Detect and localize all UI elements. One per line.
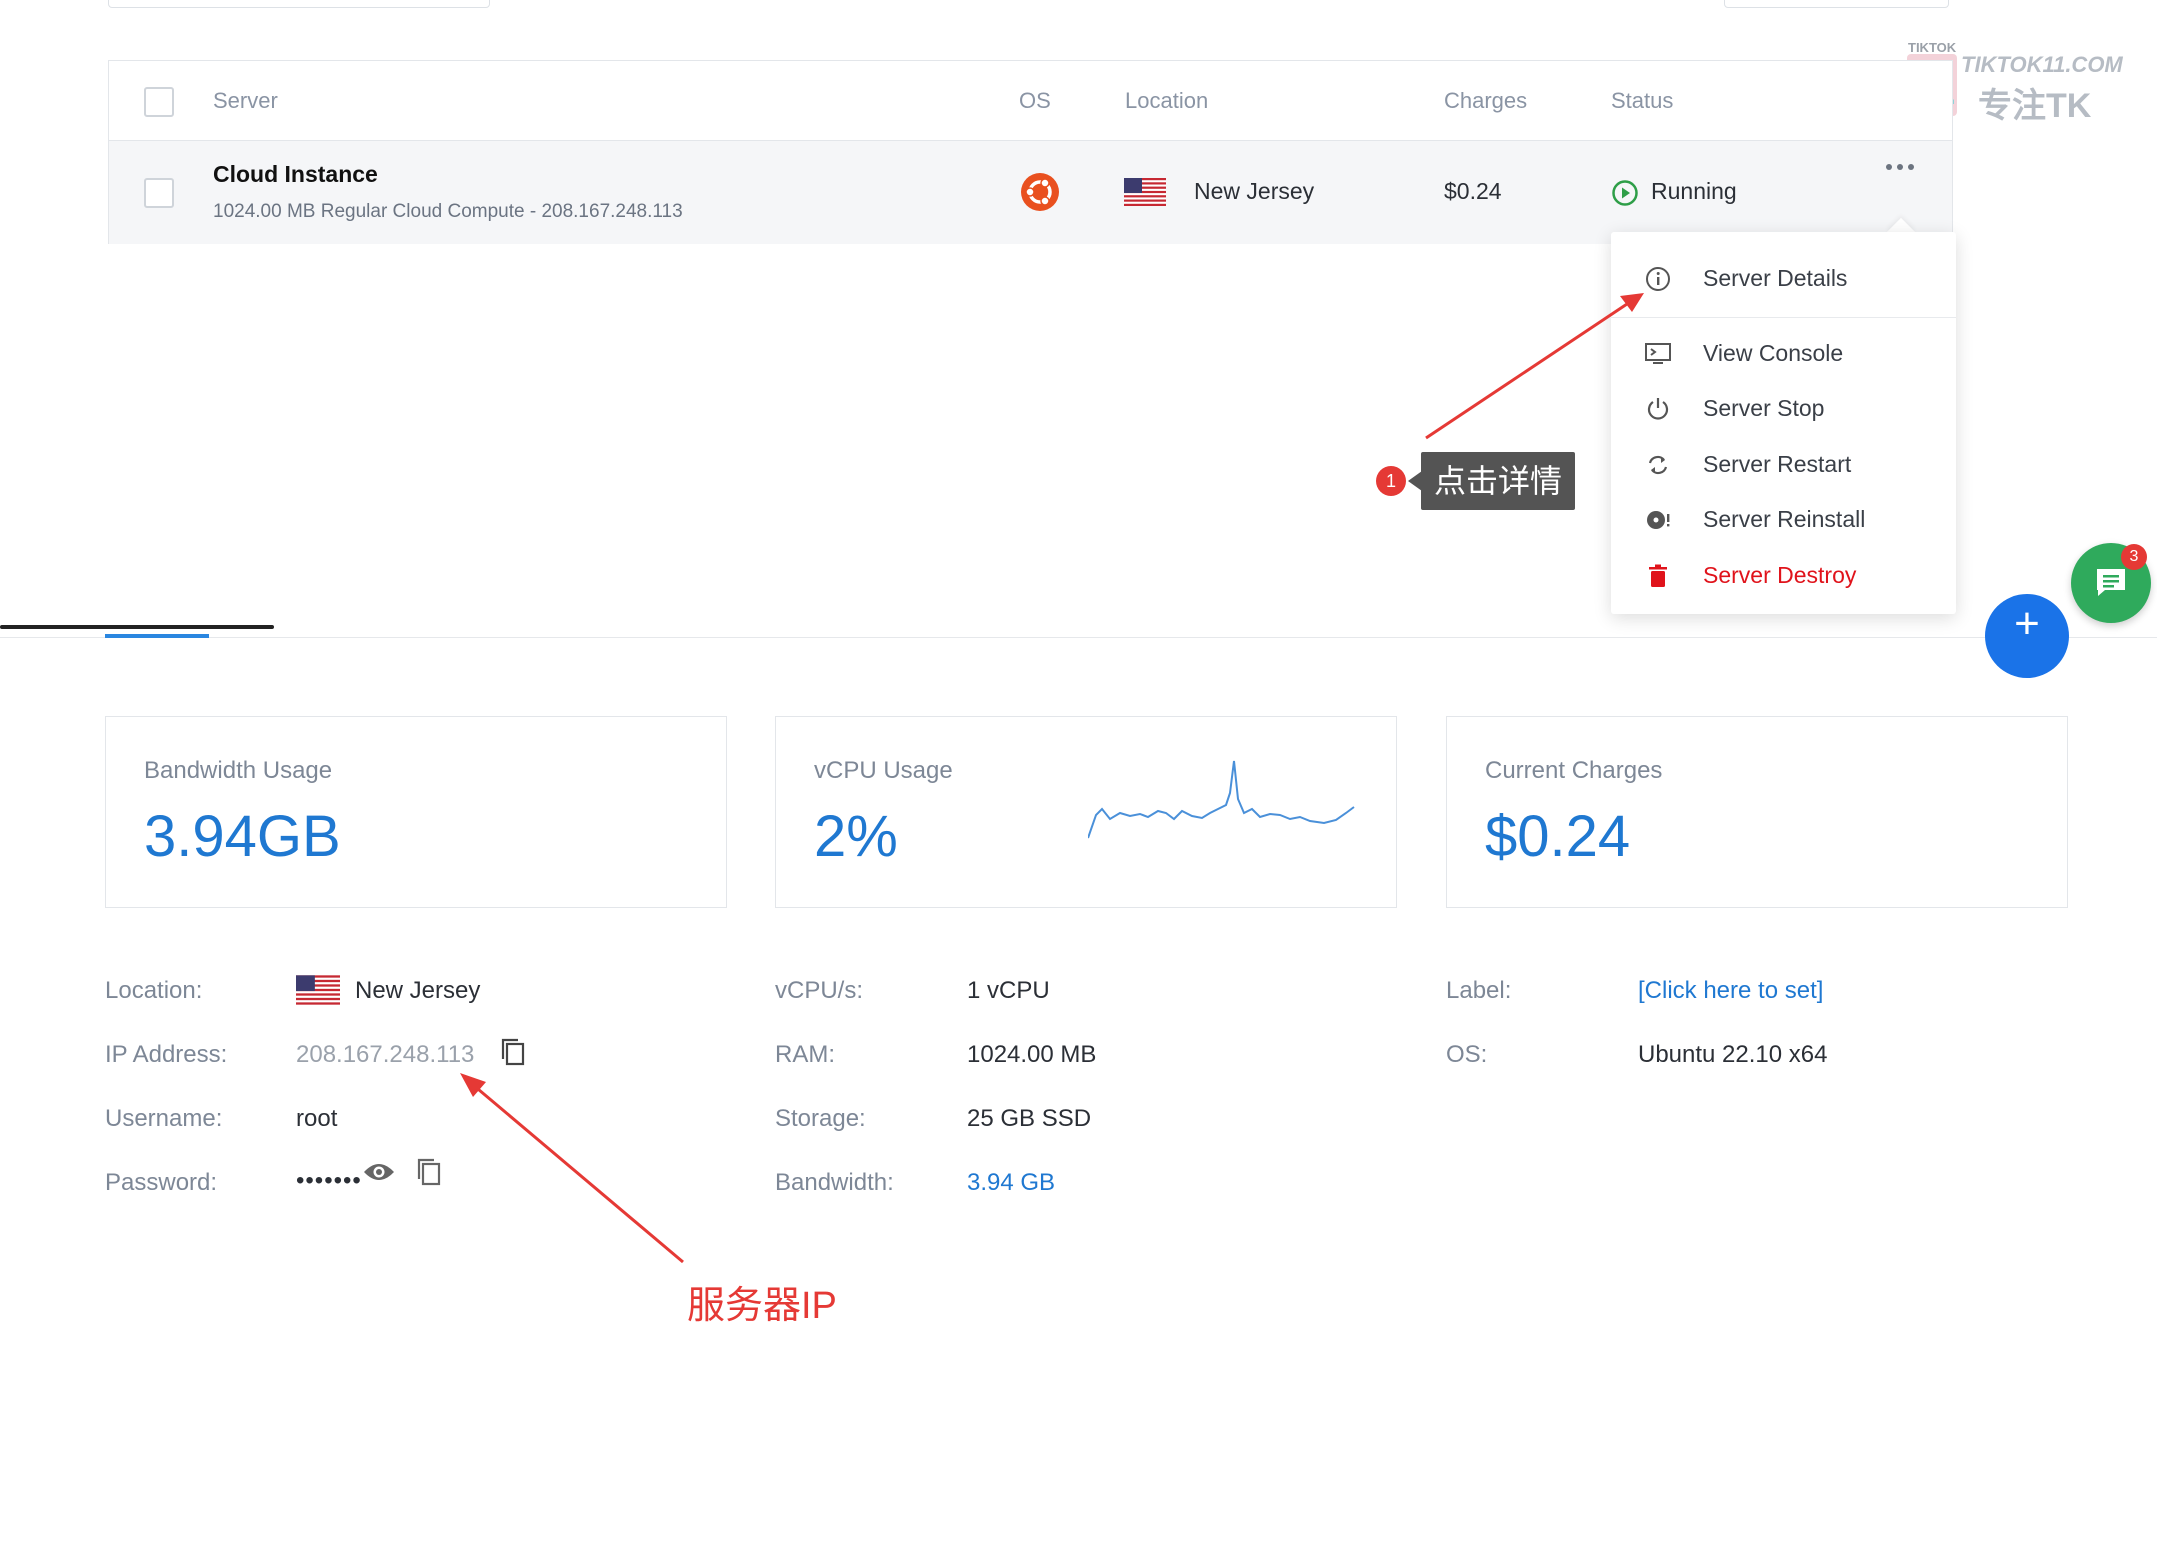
bandwidth-label: Bandwidth: xyxy=(775,1169,894,1196)
annotation-step-badge: 1 xyxy=(1376,466,1406,496)
annotation-step-label: 点击详情 xyxy=(1421,452,1575,510)
watermark-cn: 专注TK xyxy=(1978,87,2092,125)
card-value: 3.94GB xyxy=(144,804,341,869)
console-icon xyxy=(1645,343,1671,364)
row-status: Running xyxy=(1651,178,1737,204)
show-password-eye-icon[interactable] xyxy=(363,1160,395,1184)
password-label: Password: xyxy=(105,1169,218,1196)
menu-item-label: View Console xyxy=(1703,340,1844,366)
plus-icon: + xyxy=(2014,599,2040,648)
storage-label: Storage: xyxy=(775,1105,866,1132)
menu-item-server-stop[interactable]: Server Stop xyxy=(1611,382,1956,436)
power-icon xyxy=(1647,398,1669,420)
vcpu-sparkline xyxy=(1088,760,1355,839)
section-divider xyxy=(0,637,2157,638)
menu-item-server-reinstall[interactable]: Server Reinstall xyxy=(1611,493,1956,547)
ram-value: 1024.00 MB xyxy=(967,1041,1097,1068)
chat-badge: 3 xyxy=(2121,544,2147,570)
storage-value: 25 GB SSD xyxy=(967,1105,1092,1132)
chat-icon xyxy=(2097,569,2125,596)
bandwidth-usage-card: Bandwidth Usage 3.94GB xyxy=(105,716,727,908)
reinstall-icon xyxy=(1647,511,1670,529)
server-name[interactable]: Cloud Instance xyxy=(213,161,378,187)
menu-item-label: Server Stop xyxy=(1703,395,1825,421)
row-location: New Jersey xyxy=(1194,178,1315,204)
ip-address-label: IP Address: xyxy=(105,1041,228,1068)
annotation-ip-label: 服务器IP xyxy=(687,1285,837,1327)
select-all-checkbox[interactable] xyxy=(144,87,174,117)
vcpu-usage-card: vCPU Usage 2% xyxy=(775,716,1397,908)
annotation-pointer xyxy=(1408,471,1422,491)
vcpus-label: vCPU/s: xyxy=(775,977,864,1004)
server-actions-menu: Server Details View Console Server Stop … xyxy=(1611,232,1956,614)
username-value: root xyxy=(296,1105,338,1132)
set-label-link[interactable]: [Click here to set] xyxy=(1638,977,1824,1004)
header-location[interactable]: Location xyxy=(1125,88,1209,113)
username-label: Username: xyxy=(105,1105,223,1132)
current-charges-card: Current Charges $0.24 xyxy=(1446,716,2068,908)
ip-address-value[interactable]: 208.167.248.113 xyxy=(296,1041,475,1068)
menu-item-label: Server Destroy xyxy=(1703,562,1857,588)
table-header: Server OS Location Charges Status xyxy=(109,61,1952,141)
menu-item-label: Server Reinstall xyxy=(1703,506,1866,532)
menu-item-server-destroy[interactable]: Server Destroy xyxy=(1611,549,1956,603)
header-server[interactable]: Server xyxy=(213,88,278,113)
location-label: Location: xyxy=(105,977,203,1004)
menu-item-server-details[interactable]: Server Details xyxy=(1611,252,1956,306)
os-label: OS: xyxy=(1446,1041,1488,1068)
server-label-label: Label: xyxy=(1446,977,1512,1004)
watermark-brand: TIKTOK11.COM xyxy=(1961,52,2123,77)
top-filter-input[interactable] xyxy=(108,0,490,8)
header-charges[interactable]: Charges xyxy=(1444,88,1528,113)
add-fab-button[interactable]: + xyxy=(1985,594,2069,678)
running-status-icon xyxy=(1612,180,1638,206)
copy-ip-icon[interactable] xyxy=(498,1036,528,1068)
password-value: ••••••• xyxy=(296,1167,362,1194)
top-action-control[interactable] xyxy=(1724,0,1949,8)
info-icon xyxy=(1646,267,1670,291)
menu-item-label: Server Restart xyxy=(1703,451,1852,477)
row-charges: $0.24 xyxy=(1444,178,1502,204)
us-flag-icon xyxy=(296,975,340,1005)
vcpus-value: 1 vCPU xyxy=(967,977,1050,1004)
restart-icon xyxy=(1648,455,1668,475)
scroll-indicator xyxy=(0,625,274,629)
ellipsis-icon[interactable] xyxy=(1885,162,1915,172)
card-label: Current Charges xyxy=(1485,757,1663,784)
card-label: vCPU Usage xyxy=(814,757,953,784)
header-status[interactable]: Status xyxy=(1611,88,1674,113)
menu-item-view-console[interactable]: View Console xyxy=(1611,327,1956,381)
ram-label: RAM: xyxy=(775,1041,835,1068)
bandwidth-value-link[interactable]: 3.94 GB xyxy=(967,1169,1056,1196)
header-os[interactable]: OS xyxy=(1019,88,1051,113)
card-label: Bandwidth Usage xyxy=(144,757,333,784)
table-row[interactable]: Cloud Instance 1024.00 MB Regular Cloud … xyxy=(109,141,1952,244)
menu-item-label: Server Details xyxy=(1703,265,1848,291)
active-tab-underline xyxy=(105,634,209,638)
row-checkbox[interactable] xyxy=(144,178,174,208)
ubuntu-icon xyxy=(1021,173,1059,211)
card-value: 2% xyxy=(814,804,898,869)
card-value: $0.24 xyxy=(1485,804,1631,869)
menu-divider xyxy=(1611,317,1956,318)
location-value: New Jersey xyxy=(355,977,481,1004)
os-value: Ubuntu 22.10 x64 xyxy=(1638,1041,1828,1068)
trash-icon xyxy=(1649,564,1667,587)
watermark-top-text: TIKTOK xyxy=(1908,40,1957,55)
server-table: Server OS Location Charges Status Cloud … xyxy=(108,60,1953,244)
us-flag-icon xyxy=(1124,178,1166,206)
menu-item-server-restart[interactable]: Server Restart xyxy=(1611,438,1956,492)
server-subtitle: 1024.00 MB Regular Cloud Compute - 208.1… xyxy=(213,201,683,222)
copy-password-icon[interactable] xyxy=(414,1156,444,1188)
